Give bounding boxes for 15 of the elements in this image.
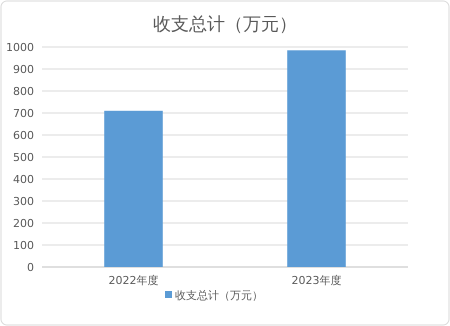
y-tick-label: 100	[13, 239, 34, 252]
y-tick-label: 700	[13, 107, 34, 120]
y-tick-label: 400	[13, 173, 34, 186]
x-tick-label: 2022年度	[108, 274, 158, 287]
chart-title: 收支总计（万元）	[153, 14, 297, 35]
x-tick-label: 2023年度	[292, 274, 342, 287]
y-tick-label: 600	[13, 129, 34, 142]
y-tick-label: 800	[13, 85, 34, 98]
y-tick-label: 500	[13, 151, 34, 164]
y-tick-label: 200	[13, 217, 34, 230]
y-tick-label: 1000	[6, 41, 34, 54]
legend-label: 收支总计（万元）	[175, 289, 263, 302]
y-tick-label: 0	[27, 261, 34, 274]
y-tick-label: 900	[13, 63, 34, 76]
y-tick-label: 300	[13, 195, 34, 208]
